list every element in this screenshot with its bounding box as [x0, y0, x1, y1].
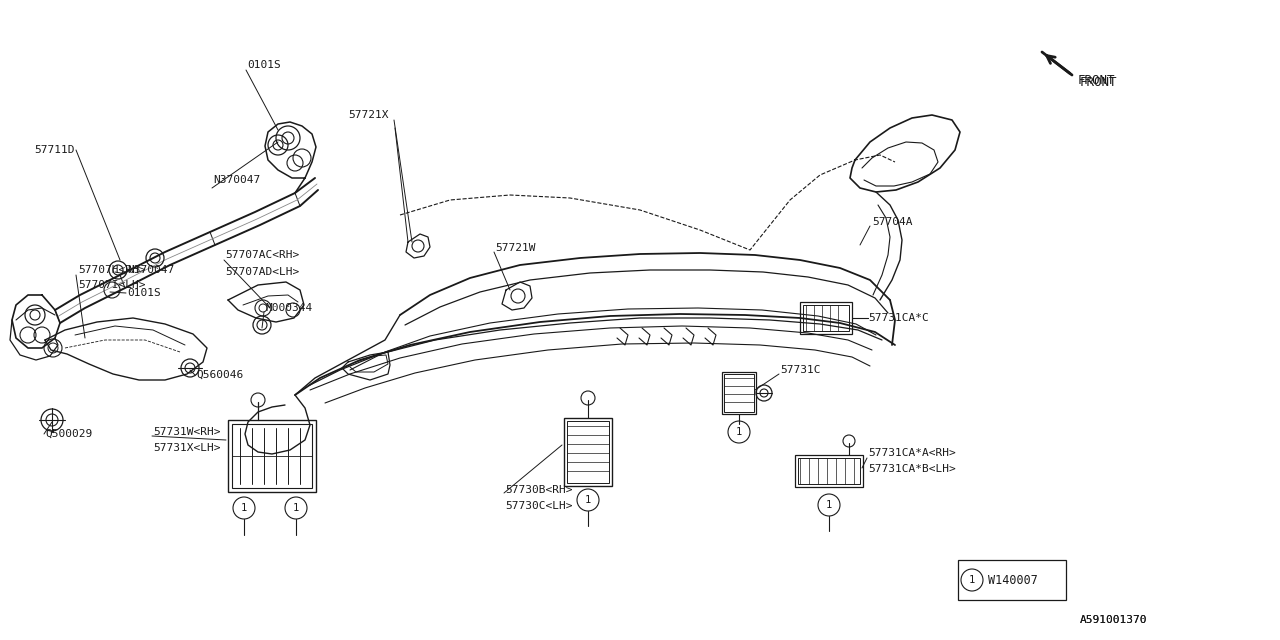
Text: 1: 1 [241, 503, 247, 513]
Bar [722, 372, 756, 414]
Text: FRONT: FRONT [1078, 74, 1115, 86]
Text: 57731X<LH>: 57731X<LH> [154, 443, 220, 453]
Text: 1: 1 [969, 575, 975, 585]
Text: N370047: N370047 [212, 175, 260, 185]
Bar [797, 458, 860, 484]
Text: 57731CA*C: 57731CA*C [868, 313, 929, 323]
Text: 57731C: 57731C [780, 365, 820, 375]
Text: 57721W: 57721W [495, 243, 535, 253]
Bar [564, 418, 612, 486]
Text: A591001370: A591001370 [1080, 615, 1147, 625]
Text: 0101S: 0101S [127, 288, 161, 298]
Text: 57721X: 57721X [348, 110, 389, 120]
Text: 57707AC<RH>: 57707AC<RH> [225, 250, 300, 260]
Bar [795, 455, 863, 487]
Text: Q560046: Q560046 [196, 370, 243, 380]
Text: Q500029: Q500029 [45, 429, 92, 439]
Bar [228, 420, 316, 492]
Text: 1: 1 [826, 500, 832, 510]
Text: 1: 1 [585, 495, 591, 505]
Text: 57731W<RH>: 57731W<RH> [154, 427, 220, 437]
Text: 57730B<RH>: 57730B<RH> [506, 485, 572, 495]
Bar [232, 424, 312, 488]
Text: M000344: M000344 [265, 303, 312, 313]
Text: 57707I<LH>: 57707I<LH> [78, 280, 146, 290]
Text: 57711D: 57711D [35, 145, 76, 155]
Text: 57707H<RH>: 57707H<RH> [78, 265, 146, 275]
Text: FRONT: FRONT [1080, 77, 1117, 90]
Bar [567, 421, 609, 483]
Text: 57731CA*B<LH>: 57731CA*B<LH> [868, 464, 956, 474]
Bar [724, 374, 754, 412]
Text: 1: 1 [293, 503, 300, 513]
Bar [803, 305, 849, 331]
Text: W140007: W140007 [988, 573, 1038, 586]
Text: 1: 1 [736, 427, 742, 437]
Bar [957, 560, 1066, 600]
Text: N370047: N370047 [127, 265, 174, 275]
Bar [800, 302, 852, 334]
Text: 57731CA*A<RH>: 57731CA*A<RH> [868, 448, 956, 458]
Text: 0101S: 0101S [247, 60, 280, 70]
Text: 57704A: 57704A [872, 217, 913, 227]
Text: A591001370: A591001370 [1080, 615, 1147, 625]
Text: 57707AD<LH>: 57707AD<LH> [225, 267, 300, 277]
Text: 57730C<LH>: 57730C<LH> [506, 501, 572, 511]
